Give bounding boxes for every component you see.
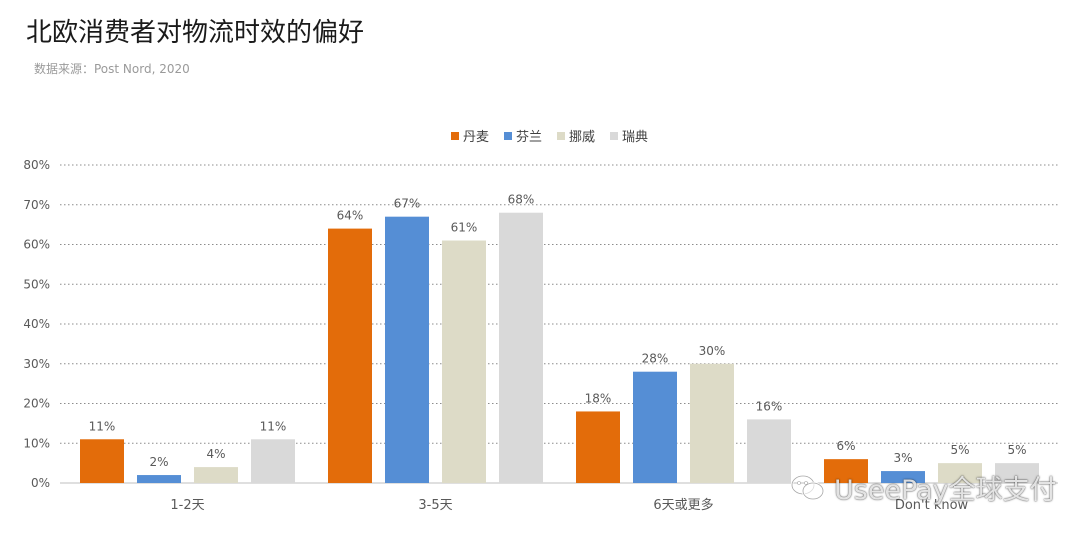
y-tick-label: 80% (23, 158, 50, 172)
grid-lines (60, 164, 1058, 484)
legend-label: 瑞典 (622, 130, 648, 145)
bar-3-4 (938, 463, 982, 483)
x-axis: 1-2天 3-5天 6天或更多 Don't know (170, 497, 968, 513)
data-label: 5% (950, 443, 969, 457)
y-tick-label: 10% (23, 436, 50, 450)
bar-1-4 (824, 459, 868, 483)
bars (80, 212, 1039, 484)
chart-source: 数据来源：Post Nord, 2020 (34, 62, 190, 76)
bar-1-3 (576, 411, 620, 483)
y-tick-label: 0% (31, 476, 50, 490)
bar-4-2 (499, 212, 543, 483)
y-axis: 0% 10% 20% 30% 40% 50% 60% 70% 80% (23, 158, 50, 490)
data-label: 4% (206, 447, 225, 461)
data-label: 16% (756, 399, 783, 413)
y-tick-label: 70% (23, 198, 50, 212)
bar-2-3 (633, 371, 677, 483)
data-label: 67% (394, 197, 421, 211)
bar-3-1 (194, 467, 238, 483)
x-tick-label: 3-5天 (418, 498, 452, 513)
y-tick-label: 20% (23, 397, 50, 411)
legend-swatch (504, 132, 512, 140)
data-label: 61% (451, 221, 478, 235)
data-label: 11% (260, 419, 287, 433)
data-label: 18% (585, 391, 612, 405)
legend-swatch (610, 132, 618, 140)
bar-4-1 (251, 439, 295, 483)
data-label: 2% (149, 455, 168, 469)
data-label: 68% (508, 193, 535, 207)
y-tick-label: 60% (23, 238, 50, 252)
data-labels: 11% 2% 4% 11% 64% 67% 61% 68% 18% 28% 30% 16% 6% 3% 5%… (89, 193, 1027, 469)
data-label: 30% (699, 344, 726, 358)
bar-2-1 (137, 475, 181, 483)
bar-1-1 (80, 439, 124, 483)
x-tick-label: 6天或更多 (653, 497, 713, 513)
x-tick-label: Don't know (895, 498, 969, 513)
y-tick-label: 30% (23, 357, 50, 371)
data-label: 11% (89, 419, 116, 433)
bar-4-3 (747, 419, 791, 483)
data-label: 3% (893, 451, 912, 465)
data-label: 6% (836, 439, 855, 453)
y-tick-label: 50% (23, 277, 50, 291)
bar-2-4 (881, 471, 925, 483)
y-tick-label: 40% (23, 317, 50, 331)
chart-title: 北欧消费者对物流时效的偏好 (26, 18, 365, 48)
bar-3-2 (442, 240, 486, 483)
data-label: 5% (1007, 443, 1026, 457)
bar-2-2 (385, 216, 429, 484)
data-label: 64% (337, 209, 364, 223)
legend-label: 挪威 (569, 130, 595, 145)
chart-legend: 丹麦 芬兰 挪威 瑞典 (451, 130, 648, 145)
bar-4-4 (995, 463, 1039, 483)
x-tick-label: 1-2天 (170, 498, 204, 513)
bar-3-3 (690, 363, 734, 483)
legend-label: 丹麦 (463, 130, 489, 145)
bar-1-2 (328, 228, 372, 483)
legend-label: 芬兰 (516, 130, 542, 145)
data-label: 28% (642, 352, 669, 366)
legend-swatch (451, 132, 459, 140)
legend-swatch (557, 132, 565, 140)
